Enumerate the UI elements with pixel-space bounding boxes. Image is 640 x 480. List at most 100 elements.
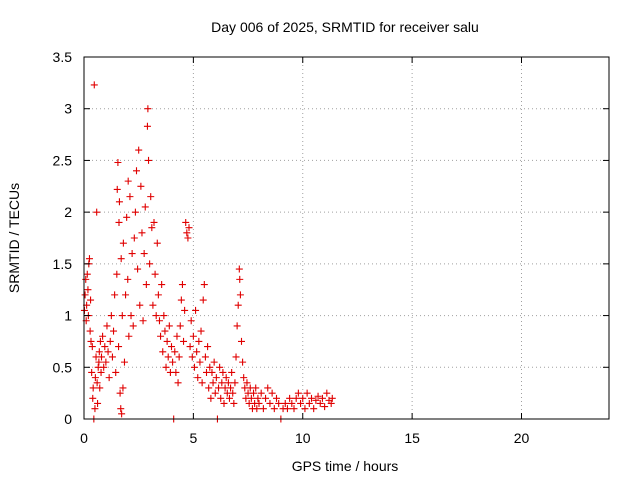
data-point bbox=[254, 394, 262, 402]
data-point bbox=[151, 270, 159, 278]
data-point bbox=[96, 337, 104, 345]
data-point bbox=[118, 410, 126, 418]
data-point bbox=[137, 182, 145, 190]
data-point bbox=[95, 348, 103, 356]
data-point bbox=[93, 379, 101, 387]
data-point bbox=[100, 363, 108, 371]
y-tick-label: 1 bbox=[64, 308, 72, 324]
data-point bbox=[113, 185, 121, 193]
data-point bbox=[204, 343, 212, 351]
data-point bbox=[85, 255, 93, 263]
data-point bbox=[90, 81, 98, 89]
chart-title: Day 006 of 2025, SRMTID for receiver sal… bbox=[211, 19, 479, 35]
data-point bbox=[210, 358, 218, 366]
data-point bbox=[193, 348, 201, 356]
data-point bbox=[184, 234, 192, 242]
x-tick-label: 15 bbox=[404, 430, 420, 446]
data-point bbox=[99, 332, 107, 340]
data-point bbox=[145, 156, 153, 164]
data-point bbox=[115, 218, 123, 226]
data-point bbox=[216, 363, 224, 371]
data-point bbox=[95, 358, 103, 366]
data-point bbox=[81, 291, 89, 299]
x-tick-label: 5 bbox=[189, 430, 197, 446]
data-point bbox=[171, 348, 179, 356]
data-point bbox=[194, 374, 202, 382]
data-point bbox=[142, 281, 150, 289]
data-point bbox=[125, 332, 133, 340]
data-point bbox=[281, 399, 289, 407]
data-point bbox=[275, 399, 283, 407]
data-point bbox=[224, 379, 232, 387]
data-point bbox=[165, 322, 173, 330]
data-point bbox=[115, 198, 123, 206]
data-point bbox=[84, 286, 92, 294]
data-point bbox=[327, 399, 335, 407]
data-point bbox=[308, 394, 315, 402]
data-point bbox=[112, 368, 120, 376]
data-point bbox=[212, 374, 220, 382]
data-point bbox=[190, 363, 198, 371]
data-point bbox=[127, 312, 135, 320]
data-point bbox=[268, 389, 276, 397]
data-point bbox=[130, 234, 138, 242]
data-point bbox=[196, 358, 204, 366]
data-point bbox=[292, 394, 300, 402]
data-point bbox=[93, 208, 101, 216]
data-point bbox=[273, 394, 280, 402]
data-point bbox=[230, 399, 238, 407]
data-point bbox=[104, 348, 112, 356]
data-point bbox=[146, 260, 154, 268]
data-point bbox=[98, 353, 105, 361]
data-point bbox=[301, 405, 309, 413]
data-point bbox=[97, 368, 105, 376]
data-point bbox=[153, 239, 161, 247]
data-point bbox=[163, 337, 171, 345]
data-point bbox=[217, 394, 225, 402]
data-point bbox=[173, 332, 181, 340]
data-point bbox=[128, 250, 136, 258]
data-point bbox=[205, 384, 213, 392]
axis-ticks: 0 5 10 15 20 0 0.5 1 1.5 2 2.5 3 3.5 bbox=[53, 49, 609, 446]
data-point bbox=[288, 399, 296, 407]
data-point bbox=[111, 291, 119, 299]
data-point bbox=[88, 343, 96, 351]
x-tick-label: 10 bbox=[295, 430, 311, 446]
data-point bbox=[108, 353, 116, 361]
data-point bbox=[236, 275, 244, 283]
data-point bbox=[91, 374, 99, 382]
data-point bbox=[155, 317, 163, 325]
y-axis-label: SRMTID / TECUs bbox=[6, 183, 22, 293]
data-point bbox=[185, 224, 193, 232]
data-point bbox=[228, 368, 236, 376]
data-point bbox=[139, 317, 147, 325]
data-point bbox=[168, 343, 175, 351]
data-point bbox=[136, 301, 144, 309]
y-tick-label: 2 bbox=[64, 204, 72, 220]
data-point bbox=[83, 270, 91, 278]
data-point bbox=[141, 203, 149, 211]
data-point bbox=[113, 270, 121, 278]
data-point bbox=[192, 306, 200, 314]
data-point bbox=[195, 337, 203, 345]
data-point bbox=[129, 322, 137, 330]
data-point bbox=[181, 306, 189, 314]
plot-frame bbox=[83, 56, 610, 420]
data-point bbox=[148, 224, 156, 232]
data-point bbox=[116, 389, 124, 397]
data-point bbox=[255, 399, 263, 407]
data-point bbox=[159, 348, 167, 356]
y-tick-label: 3 bbox=[64, 101, 72, 117]
data-point bbox=[257, 389, 265, 397]
data-point bbox=[262, 394, 270, 402]
data-point bbox=[189, 332, 197, 340]
x-axis-label: GPS time / hours bbox=[292, 458, 399, 474]
data-point bbox=[299, 394, 307, 402]
data-point bbox=[207, 394, 215, 402]
data-point bbox=[134, 265, 142, 273]
data-point bbox=[310, 405, 318, 413]
data-point bbox=[157, 332, 165, 340]
data-point bbox=[312, 396, 320, 404]
data-point bbox=[290, 405, 298, 413]
